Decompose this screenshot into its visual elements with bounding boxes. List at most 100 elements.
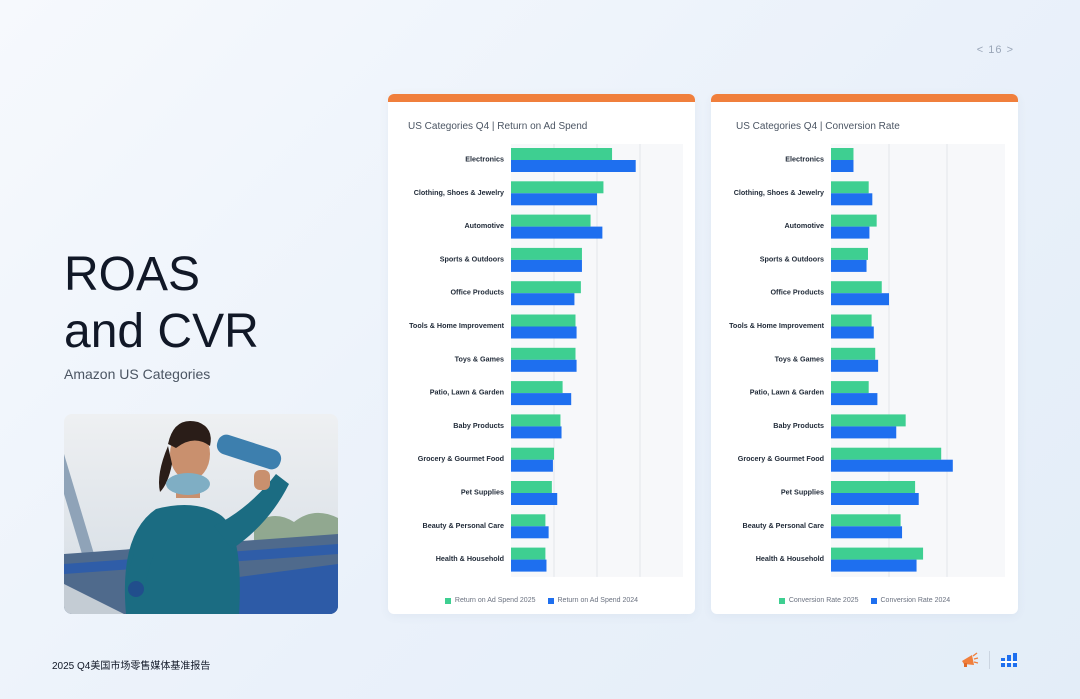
bar-2024	[511, 493, 558, 505]
megaphone-logo-icon	[962, 652, 979, 667]
bar-2025	[511, 381, 563, 394]
roas-chart-title: US Categories Q4 | Return on Ad Spend	[408, 121, 588, 132]
bar-2025	[831, 247, 868, 260]
card-accent-bar	[711, 94, 1018, 102]
bar-2024	[831, 459, 953, 472]
cvr-chart-card: US Categories Q4 | Conversion Rate Elect…	[711, 94, 1018, 614]
chevron-left-icon[interactable]: <	[976, 44, 985, 56]
legend-label: Conversion Rate 2024	[880, 597, 951, 604]
category-label: Tools & Home Improvement	[409, 321, 505, 330]
category-label: Automotive	[784, 221, 824, 230]
bar-2025	[831, 214, 877, 227]
category-label: Automotive	[464, 221, 504, 230]
legend-item-2025: Return on Ad Spend 2025	[444, 597, 536, 604]
page-title-line1: ROAS	[64, 248, 201, 301]
bar-2024	[511, 526, 549, 539]
legend-label: Return on Ad Spend 2024	[557, 597, 639, 604]
title-block: ROAS and CVR Amazon US Categories	[64, 246, 259, 382]
bar-2025	[831, 314, 872, 327]
legend-item-2025: Conversion Rate 2025	[778, 597, 859, 604]
category-label: Pet Supplies	[461, 488, 504, 497]
bar-2024	[511, 559, 547, 572]
bar-2025	[511, 247, 582, 260]
bar-2025	[511, 414, 561, 427]
roas-chart-card: US Categories Q4 | Return on Ad Spend El…	[388, 94, 695, 614]
bar-2025	[831, 414, 906, 427]
category-label: Tools & Home Improvement	[729, 321, 825, 330]
category-label: Health & Household	[436, 554, 504, 563]
category-label: Baby Products	[773, 421, 824, 430]
card-accent-bar	[388, 94, 695, 102]
bar-2025	[831, 514, 901, 527]
page-indicator: < 16 >	[977, 44, 1014, 56]
bar-2024	[511, 259, 582, 272]
cvr-bar-chart: Electronics Clothing, Shoes & Jewelry Auto…	[729, 144, 1005, 577]
bar-2024	[511, 393, 572, 406]
bar-2025	[831, 381, 869, 394]
bar-2025	[511, 547, 546, 560]
category-label: Toys & Games	[775, 354, 824, 363]
bar-2024	[831, 359, 879, 372]
bar-2024	[511, 426, 562, 439]
category-label: Sports & Outdoors	[760, 254, 824, 263]
bar-2025	[511, 281, 581, 294]
bar-2025	[511, 514, 546, 527]
bar-2024	[831, 193, 873, 206]
report-title: 2025 Q4美国市场零售媒体基准报告	[52, 661, 211, 672]
bar-2025	[831, 547, 924, 560]
category-label: Electronics	[465, 155, 504, 164]
category-label: Patio, Lawn & Garden	[430, 388, 504, 397]
legend-swatch-2025	[778, 597, 785, 604]
bar-2024	[831, 160, 854, 172]
bar-2025	[831, 181, 869, 194]
bar-2024	[831, 259, 867, 272]
athlete-photo	[64, 414, 338, 614]
legend-item-2024: Conversion Rate 2024	[870, 597, 951, 604]
bar-2024	[511, 326, 577, 339]
bar-2025	[511, 314, 576, 327]
category-label: Clothing, Shoes & Jewelry	[734, 188, 824, 197]
bar-2024	[831, 393, 878, 406]
chevron-right-icon[interactable]: >	[1006, 44, 1014, 56]
legend-item-2024: Return on Ad Spend 2024	[547, 597, 639, 604]
athlete-illustration	[64, 414, 338, 614]
category-label: Office Products	[770, 288, 824, 297]
roas-legend: Return on Ad Spend 2025 Return on Ad Spe…	[388, 597, 695, 604]
bar-2025	[511, 148, 613, 160]
category-label: Patio, Lawn & Garden	[750, 388, 824, 397]
cvr-chart-title: US Categories Q4 | Conversion Rate	[736, 121, 900, 132]
category-label: Toys & Games	[455, 354, 504, 363]
legend-swatch-2025	[444, 597, 451, 604]
category-label: Grocery & Gourmet Food	[418, 454, 504, 463]
bar-2024	[831, 559, 917, 572]
category-label: Electronics	[785, 155, 824, 164]
bar-2024	[831, 493, 919, 505]
category-label: Health & Household	[756, 554, 824, 563]
cvr-legend: Conversion Rate 2025 Conversion Rate 202…	[711, 597, 1018, 604]
category-label: Baby Products	[453, 421, 504, 430]
bar-chart-logo-icon	[1001, 653, 1017, 667]
bar-2024	[831, 426, 897, 439]
category-label: Clothing, Shoes & Jewelry	[414, 188, 504, 197]
bar-2024	[511, 160, 636, 172]
bar-2025	[831, 347, 876, 360]
category-label: Pet Supplies	[781, 488, 824, 497]
bar-2024	[831, 326, 874, 339]
category-label: Office Products	[450, 288, 504, 297]
roas-bar-chart: Electronics Clothing, Shoes & Jewelry Auto…	[409, 144, 683, 577]
legend-swatch-2024	[870, 597, 877, 604]
bar-2025	[831, 481, 916, 493]
bar-2024	[831, 226, 870, 239]
bar-2024	[511, 459, 553, 472]
bar-2025	[511, 481, 552, 493]
bar-2025	[831, 281, 882, 294]
bar-2024	[511, 193, 597, 206]
bar-2024	[831, 526, 903, 539]
bar-2025	[511, 347, 576, 360]
category-label: Beauty & Personal Care	[423, 521, 505, 530]
brand-logos	[961, 651, 1018, 669]
page-number: 16	[988, 44, 1003, 56]
bar-2025	[511, 447, 554, 460]
bar-2024	[511, 226, 603, 239]
bar-2025	[511, 214, 591, 227]
